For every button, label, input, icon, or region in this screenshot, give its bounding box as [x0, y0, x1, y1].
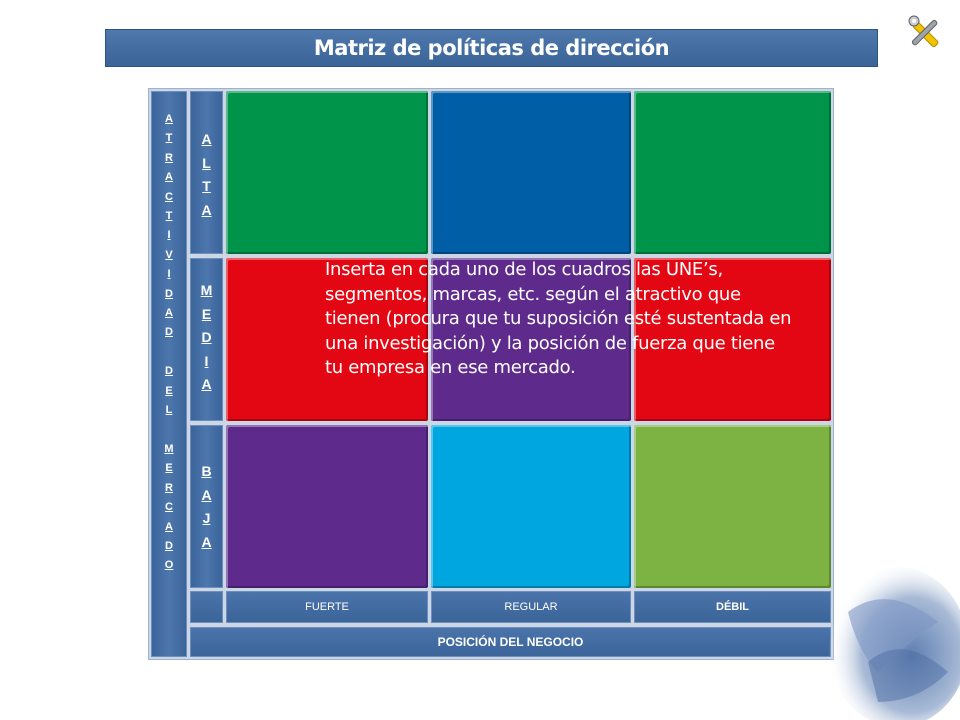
slide-title: Matriz de políticas de dirección [105, 29, 878, 67]
column-label-regular: REGULAR [431, 591, 631, 623]
row-label-alta: A L T A [190, 91, 223, 254]
matrix-cell-baja-debil[interactable] [634, 425, 831, 588]
matrix-cell-alta-debil[interactable] [634, 91, 831, 254]
decorative-corner-image [828, 567, 960, 720]
row-label-baja: B A J A [190, 425, 223, 588]
tools-icon[interactable] [905, 13, 945, 53]
market-attractiveness-text: A T R A C T I V I D A D D E L M E R C A … [164, 113, 174, 572]
instruction-text: Inserta en cada uno de los cuadros las U… [325, 259, 792, 378]
matrix-cell-alta-fuerte[interactable] [226, 91, 428, 254]
column-label-debil: DÉBIL [634, 591, 831, 623]
column-label-corner [190, 591, 223, 623]
matrix-cell-baja-regular[interactable] [431, 425, 631, 588]
matrix-cell-media-fuerte[interactable] [226, 258, 428, 421]
business-position-label: POSICIÓN DEL NEGOCIO [190, 627, 831, 657]
market-attractiveness-label: A T R A C T I V I D A D D E L M E R C A … [151, 91, 187, 657]
row-label-baja-text: B A J A [201, 463, 212, 550]
row-label-media: M E D I A [190, 258, 223, 421]
matrix-cell-alta-regular[interactable] [431, 91, 631, 254]
column-label-fuerte: FUERTE [226, 591, 428, 623]
matrix-cell-media-regular[interactable] [431, 258, 631, 421]
matrix-cell-baja-fuerte[interactable] [226, 425, 428, 588]
row-label-alta-text: A L T A [201, 131, 212, 218]
matrix-cell-media-debil[interactable] [634, 258, 831, 421]
row-label-media-text: M E D I A [200, 282, 213, 392]
